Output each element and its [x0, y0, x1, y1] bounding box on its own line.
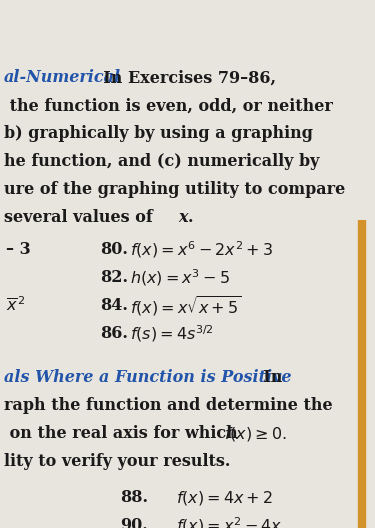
Text: several values of: several values of: [4, 210, 158, 227]
Text: b) graphically by using a graphing: b) graphically by using a graphing: [4, 126, 313, 143]
Text: 90.: 90.: [120, 517, 148, 528]
Text: raph the function and determine the: raph the function and determine the: [4, 398, 333, 414]
Text: lity to verify your results.: lity to verify your results.: [4, 454, 230, 470]
Text: – 3: – 3: [6, 241, 31, 259]
Text: x: x: [178, 210, 188, 227]
Text: $f(x) = x^6 - 2x^2 + 3$: $f(x) = x^6 - 2x^2 + 3$: [130, 240, 273, 260]
Text: als Where a Function is Positive: als Where a Function is Positive: [4, 370, 291, 386]
Text: In: In: [252, 370, 282, 386]
Text: 84.: 84.: [100, 297, 128, 315]
Text: $f(x) = 4x + 2$: $f(x) = 4x + 2$: [176, 489, 273, 507]
Text: 82.: 82.: [100, 269, 128, 287]
Text: $f(s) = 4s^{3/2}$: $f(s) = 4s^{3/2}$: [130, 324, 214, 344]
Text: $f(x) = x^2 - 4x$: $f(x) = x^2 - 4x$: [176, 516, 282, 528]
Text: on the real axis for which: on the real axis for which: [4, 426, 243, 442]
Text: $\overline{x}^{\,2}$: $\overline{x}^{\,2}$: [6, 297, 26, 315]
Text: 86.: 86.: [100, 325, 128, 343]
Text: 88.: 88.: [120, 489, 148, 506]
Text: the function is even, odd, or neither: the function is even, odd, or neither: [4, 98, 333, 115]
Text: 80.: 80.: [100, 241, 128, 259]
Text: $f(x) \geq 0.$: $f(x) \geq 0.$: [224, 425, 287, 443]
Text: $f(x) = x\sqrt{x+5}$: $f(x) = x\sqrt{x+5}$: [130, 294, 242, 318]
Text: al-Numerical: al-Numerical: [4, 70, 121, 87]
Text: .: .: [188, 210, 194, 227]
Text: ure of the graphing utility to compare: ure of the graphing utility to compare: [4, 182, 345, 199]
Text: In Exercises 79–86,: In Exercises 79–86,: [92, 70, 276, 87]
Text: he function, and (c) numerically by: he function, and (c) numerically by: [4, 154, 320, 171]
Text: $h(x) = x^3 - 5$: $h(x) = x^3 - 5$: [130, 268, 230, 288]
